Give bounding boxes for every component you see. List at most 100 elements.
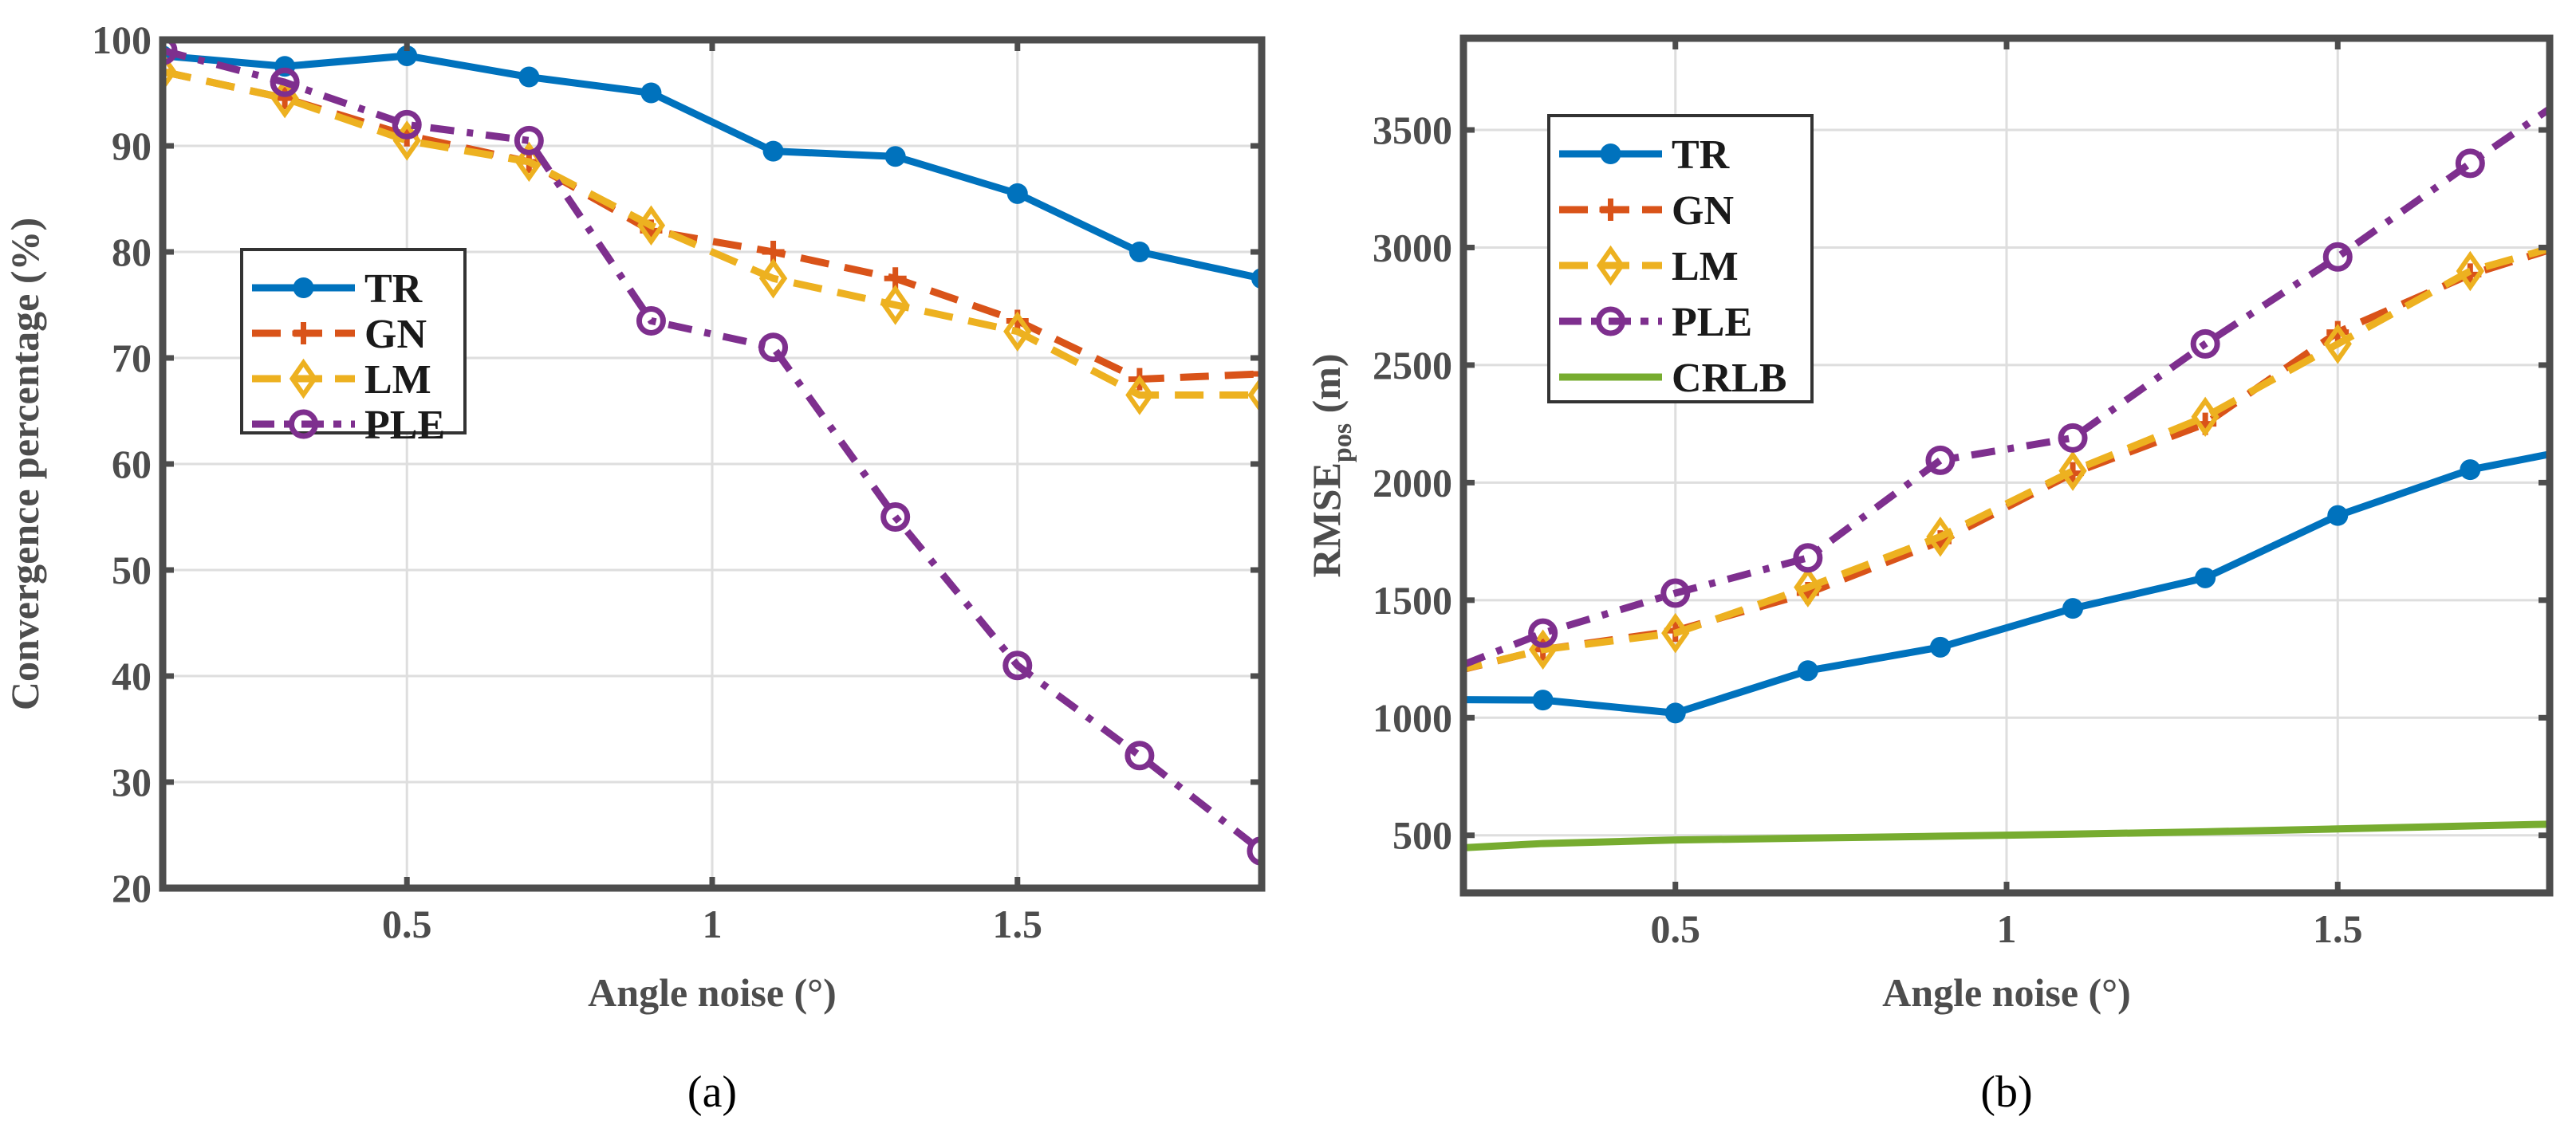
legend-label-crlb: CRLB: [1672, 356, 1786, 401]
y-tick-label: 2500: [1373, 343, 1452, 387]
data-point-lm: [1661, 612, 1690, 654]
data-point-lm: [1003, 311, 1032, 352]
caption: (a): [687, 1067, 737, 1117]
data-point-ple: [1660, 578, 1691, 608]
y-axis-label: RMSEpos (m): [1304, 353, 1357, 577]
data-point-tr: [396, 45, 418, 66]
chart-b: 0.5 1 1.5 500 1000 1500 2000 2500 3000 3500 Angle …: [1304, 34, 2554, 1117]
data-point-tr: [1532, 690, 1554, 711]
legend-box: [1547, 114, 1814, 403]
data-point-ple: [1793, 543, 1823, 573]
x-axis-label: Angle noise (°): [1882, 970, 2131, 1015]
data-point-ple: [880, 502, 911, 532]
data-point-tr: [2460, 459, 2481, 481]
legend-marker-ple: [289, 409, 318, 439]
data-point-tr: [1006, 183, 1028, 204]
x-tick-label: 1: [1997, 906, 2017, 951]
data-point-lm: [1794, 567, 1822, 607]
data-point-lm: [163, 51, 177, 92]
y-tick-label: 3000: [1373, 225, 1452, 269]
data-point-tr: [884, 146, 906, 167]
y-axis-label-subscript: pos: [1328, 423, 1357, 462]
data-point-tr: [1929, 636, 1951, 658]
y-tick-label: 50: [112, 548, 152, 592]
legend-label-tr: TR: [1672, 132, 1731, 178]
data-point-ple: [392, 109, 422, 140]
data-point-gn: [1400, 671, 1422, 694]
y-tick-label: 30: [112, 760, 152, 804]
series-line-tr: [163, 52, 1262, 282]
legend-box: [240, 248, 467, 434]
series-line-tr: [1463, 450, 2550, 717]
data-point-ple: [2322, 242, 2353, 272]
data-point-lm: [636, 205, 666, 246]
data-point-ple: [1399, 674, 1423, 698]
x-tick-label: 0.5: [1651, 906, 1701, 951]
data-point-tr: [640, 82, 662, 104]
y-tick-label: 60: [112, 442, 152, 486]
data-point-ple: [1925, 445, 1956, 475]
data-point-ple: [636, 305, 666, 336]
y-tick-label: 70: [112, 336, 152, 380]
data-point-lm: [1247, 375, 1262, 415]
legend-label-tr: TR: [364, 266, 423, 312]
data-point-ple: [270, 67, 300, 97]
y-tick-label: 1000: [1373, 695, 1452, 740]
data-point-lm: [881, 285, 910, 325]
data-point-ple: [1247, 835, 1262, 866]
data-point-tr: [2062, 598, 2084, 619]
x-axis-label: Angle noise (°): [588, 970, 837, 1015]
y-tick-label: 80: [112, 230, 152, 274]
data-point-ple: [2455, 148, 2485, 179]
chart-a: 0.5 1 1.5 20 30 40 50 60 70 80 90 100 Angle noise (°…: [2, 18, 1266, 1117]
data-point-lm: [2191, 396, 2220, 438]
series-line-crlb: [1463, 820, 2550, 851]
legend-label-gn: GN: [1672, 188, 1734, 234]
data-point-tr: [2195, 567, 2216, 588]
data-point-ple: [163, 40, 178, 65]
data-point-lm: [2058, 450, 2087, 491]
legend-marker-lm: [1596, 245, 1625, 286]
data-point-tr: [1797, 660, 1818, 682]
y-tick-label: 500: [1392, 813, 1452, 858]
data-point-tr: [762, 140, 784, 162]
data-point-ple: [2058, 423, 2088, 453]
series-line-ple: [1463, 104, 2550, 669]
y-tick-label: 20: [112, 866, 152, 910]
series-line-ple: [163, 46, 1262, 854]
data-point-tr: [2327, 505, 2349, 526]
series-group: [163, 40, 1262, 866]
x-tick-label: 0.5: [382, 902, 432, 946]
legend-label-lm: LM: [1672, 244, 1739, 289]
series-group: [1399, 104, 2550, 851]
y-axis-label-unit: (m): [1304, 353, 1349, 423]
y-tick-label: 2000: [1373, 460, 1452, 505]
legend-marker-ple: [1596, 306, 1625, 336]
legend-label-ple: PLE: [364, 403, 445, 448]
data-point-ple: [1002, 651, 1033, 681]
y-tick-label: 1500: [1373, 578, 1452, 623]
y-axis-label-main: Convergence percentage (%): [2, 218, 47, 710]
legend-marker-gn: [292, 322, 315, 344]
data-point-lm: [1125, 375, 1154, 415]
data-point-ple: [514, 125, 544, 155]
series-line-lm: [1463, 244, 2550, 673]
data-point-tr: [1664, 702, 1686, 724]
legend-marker-tr: [1600, 144, 1621, 164]
legend: TR GN LM PLE CRLB: [1547, 114, 1814, 403]
legend-label-ple: PLE: [1672, 300, 1752, 345]
data-point-tr: [1128, 242, 1150, 262]
x-tick-label: 1: [703, 902, 723, 946]
x-tick-label: 1.5: [993, 902, 1043, 946]
y-tick-label: 40: [112, 654, 152, 698]
y-axis-label: Convergence percentage (%): [2, 218, 47, 710]
data-point-lm: [2456, 250, 2485, 292]
data-point-lm: [1926, 516, 1955, 557]
legend-marker-lm: [289, 358, 318, 399]
data-point-tr: [518, 66, 540, 88]
legend-marker-tr: [293, 277, 314, 298]
legend-marker-gn: [1599, 199, 1622, 221]
data-point-lm: [758, 258, 788, 299]
